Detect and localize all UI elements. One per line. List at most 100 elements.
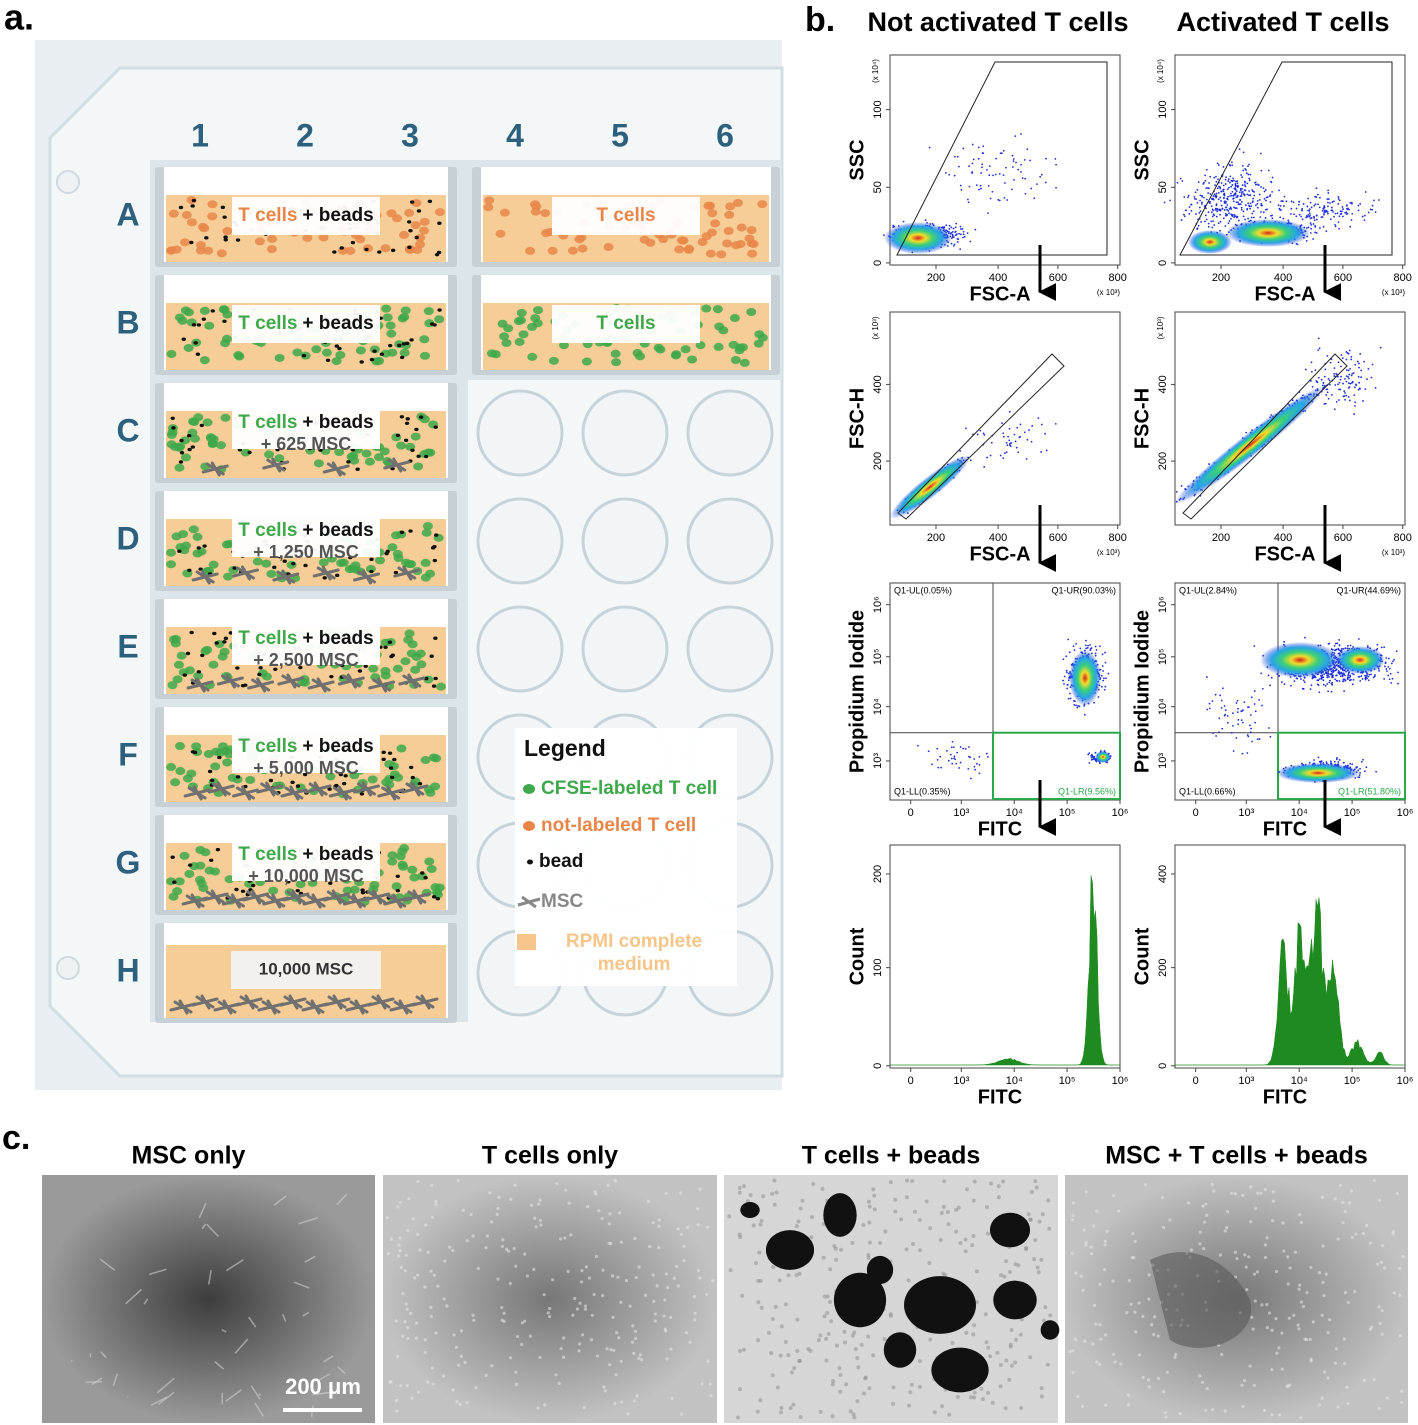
event-dot	[1230, 193, 1232, 195]
event-dot	[1190, 204, 1192, 206]
msc-label: + 625 MSC	[261, 434, 352, 454]
event-dot	[1272, 177, 1274, 179]
event-dot	[1349, 350, 1351, 352]
event-dot	[1323, 679, 1325, 681]
column-number: 2	[296, 117, 314, 153]
event-dot	[1177, 182, 1179, 184]
column-title: Not activated T cells	[867, 7, 1128, 37]
event-dot	[1204, 221, 1206, 223]
bead	[364, 665, 368, 668]
bead	[177, 549, 181, 552]
event-dot	[1335, 213, 1337, 215]
event-dot	[1045, 182, 1047, 184]
row-letter: E	[117, 628, 138, 664]
event-dot	[1196, 202, 1198, 204]
event-dot	[1251, 213, 1253, 215]
event-dot	[1321, 678, 1323, 680]
event-dot	[1283, 205, 1285, 207]
event-dot	[1259, 194, 1261, 196]
event-dot	[1323, 212, 1325, 214]
event-dot	[978, 189, 980, 191]
event-dot	[1246, 182, 1248, 184]
event-dot	[1305, 369, 1307, 371]
event-dot	[1231, 191, 1233, 193]
event-dot	[1030, 188, 1032, 190]
legend-label: CFSE-labeled T cell	[541, 778, 717, 799]
bead	[223, 235, 227, 238]
event-dot	[1088, 752, 1090, 754]
event-dot	[1268, 170, 1270, 172]
bead	[296, 784, 300, 787]
column-title: Activated T cells	[1176, 7, 1389, 37]
event-dot	[1205, 215, 1207, 217]
event-dot	[1354, 364, 1356, 366]
event-dot	[1290, 685, 1292, 687]
bead	[222, 640, 226, 643]
y-axis-label: SSC	[846, 139, 868, 180]
event-dot	[1247, 165, 1249, 167]
event-dot	[1013, 158, 1015, 160]
cell	[419, 335, 429, 343]
empty-well	[478, 499, 562, 583]
event-dot	[1298, 204, 1300, 206]
event-dot	[948, 760, 950, 762]
bead	[414, 428, 418, 431]
legend-icon	[523, 821, 535, 831]
event-dot	[903, 221, 905, 223]
y-tick-label: 10⁴	[872, 698, 884, 715]
event-dot	[1091, 647, 1093, 649]
event-dot	[1354, 401, 1356, 403]
x-exponent: (x 10³)	[1097, 548, 1120, 557]
event-dot	[1211, 227, 1213, 229]
cell	[175, 767, 185, 775]
cell	[217, 249, 227, 257]
cell	[314, 459, 324, 467]
x-axis-label: FITC	[1263, 818, 1307, 840]
event-dot	[1253, 195, 1255, 197]
bead	[432, 323, 436, 326]
event-dot	[1218, 198, 1220, 200]
event-dot	[937, 767, 939, 769]
cell	[722, 239, 732, 247]
x-tick-label: 10³	[1238, 807, 1254, 819]
event-dot	[1347, 645, 1349, 647]
cell	[208, 661, 218, 669]
event-dot	[961, 189, 963, 191]
event-dot	[1358, 376, 1360, 378]
event-dot	[960, 185, 962, 187]
event-dot	[1006, 451, 1008, 453]
event-dot	[1017, 451, 1019, 453]
event-dot	[1228, 178, 1230, 180]
msc-label: 10,000 MSC	[259, 959, 354, 978]
event-dot	[1260, 205, 1262, 207]
event-dot	[992, 174, 994, 176]
event-dot	[1200, 210, 1202, 212]
event-dot	[1099, 645, 1101, 647]
event-dot	[999, 200, 1001, 202]
event-dot	[1253, 217, 1255, 219]
event-dot	[1229, 208, 1231, 210]
bead	[400, 356, 404, 359]
cell	[420, 218, 430, 226]
event-dot	[1327, 189, 1329, 191]
event-dot	[1091, 754, 1093, 756]
event-dot	[988, 185, 990, 187]
event-dot	[1002, 457, 1004, 459]
bead	[179, 460, 183, 463]
cell	[416, 650, 426, 658]
bead	[222, 320, 226, 323]
bead	[346, 460, 350, 463]
bead	[400, 531, 404, 534]
event-dot	[1316, 679, 1318, 681]
event-dot	[1351, 203, 1353, 205]
event-dot	[1374, 675, 1376, 677]
event-dot	[1017, 169, 1019, 171]
event-dot	[1243, 193, 1245, 195]
event-dot	[1341, 354, 1343, 356]
cell-type: T cells	[238, 205, 297, 226]
event-dot	[1206, 199, 1208, 201]
cell	[500, 209, 510, 217]
event-dot	[1336, 669, 1338, 671]
event-dot	[1046, 450, 1048, 452]
event-dot	[1329, 384, 1331, 386]
